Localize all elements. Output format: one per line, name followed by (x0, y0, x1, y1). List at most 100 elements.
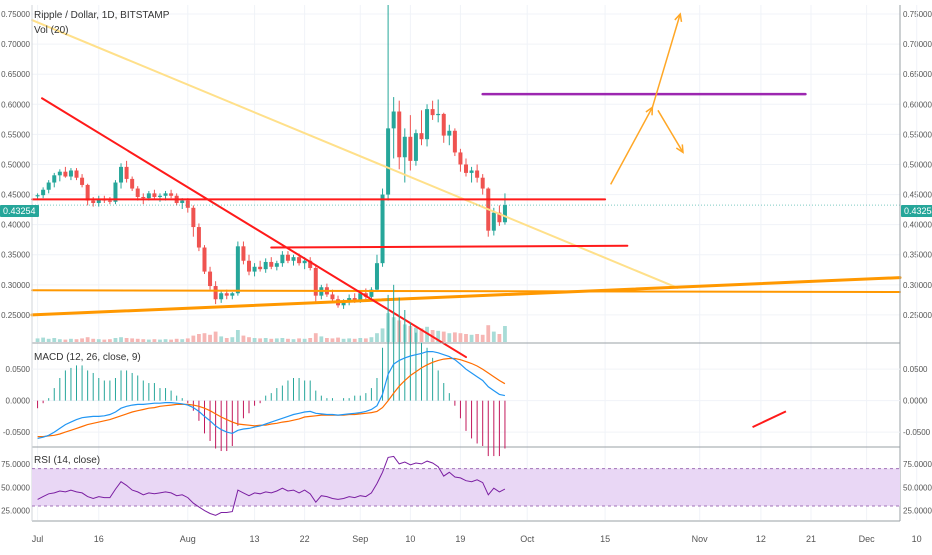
candle-body (258, 266, 263, 270)
volume-bar (241, 335, 246, 342)
price-tick-right: 0.60000 (903, 100, 932, 109)
volume-bar (452, 332, 457, 342)
price-tick-right: 0.65000 (903, 70, 932, 79)
rsi-tick-left: 75.0000 (1, 460, 30, 469)
candle-body (196, 227, 201, 248)
time-tick-label: 19 (455, 534, 465, 544)
volume-bar (180, 339, 185, 342)
candle-body (374, 263, 379, 290)
last-price-badge-left: 0.43254 (0, 205, 39, 217)
price-tick-right: 0.50000 (903, 160, 932, 169)
candle-body (230, 293, 235, 296)
volume-bar (252, 338, 257, 342)
candle-body (475, 170, 480, 178)
volume-bar (486, 325, 491, 342)
volume-bar (447, 333, 452, 342)
macd-tick-left: 0.0500 (6, 365, 31, 374)
volume-bar (197, 334, 201, 342)
volume-bar (436, 330, 441, 342)
time-tick-label: 13 (250, 534, 260, 544)
candle-body (358, 293, 363, 301)
price-tick-left: 0.45000 (1, 191, 30, 200)
volume-bar (330, 338, 335, 342)
candle-body (63, 171, 68, 177)
price-tick-left: 0.60000 (1, 100, 30, 109)
volume-bar (124, 338, 129, 342)
candle-body (141, 196, 146, 199)
volume-bar (135, 338, 140, 342)
candle-body (313, 267, 318, 296)
candle-body (96, 199, 101, 203)
candle-body (213, 286, 218, 300)
projection-arrow-line (610, 106, 654, 185)
volume-bar (291, 339, 296, 342)
volume-bar (152, 339, 157, 342)
candle-body (386, 128, 391, 195)
candle-body (57, 171, 62, 176)
volume-bar (169, 339, 174, 342)
rsi-label: RSI (14, close) (34, 455, 101, 466)
volume-bar (191, 335, 196, 342)
last-price-badge-right: 0.43254 (901, 205, 932, 217)
candle-body (441, 113, 446, 136)
volume-bar (91, 338, 96, 342)
time-tick-label: Sep (352, 534, 368, 544)
volume-bar (297, 338, 301, 342)
volume-bar (141, 339, 146, 342)
time-tick-label: Oct (520, 534, 535, 544)
price-tick-right: 0.25000 (903, 311, 932, 320)
volume-bar (363, 338, 368, 342)
candle-body (130, 178, 135, 189)
volume-bar (475, 334, 480, 342)
candle-body (352, 298, 357, 301)
yellow-downtrend-line (31, 19, 679, 289)
volume-bar (174, 338, 179, 342)
time-tick-label: 22 (300, 534, 310, 544)
candle-body (269, 261, 274, 267)
volume-bar (57, 339, 62, 342)
candle-body (235, 246, 240, 294)
candle-body (202, 247, 207, 272)
candle-body (52, 175, 57, 183)
time-tick-label: 15 (600, 534, 610, 544)
price-tick-left: 0.75000 (1, 10, 30, 19)
candle-body (157, 195, 162, 197)
candle-body (185, 200, 190, 208)
candle-body (107, 200, 112, 202)
candle-body (497, 212, 502, 223)
price-tick-left: 0.35000 (1, 251, 30, 260)
volume-bar (302, 338, 307, 342)
volume-bar (247, 337, 251, 342)
candle-body (458, 152, 463, 165)
volume-bar (80, 338, 84, 342)
candle-body (263, 261, 268, 270)
rsi-tick-left: 25.0000 (1, 507, 30, 516)
candle-body (452, 130, 457, 153)
rsi-tick-right: 50.0000 (903, 483, 932, 492)
volume-bar (213, 331, 218, 342)
volume-bar (208, 334, 212, 342)
volume-bar (491, 331, 496, 342)
price-tick-right: 0.35000 (903, 251, 932, 260)
volume-bar (286, 338, 290, 342)
candle-body (297, 257, 302, 264)
candle-body (341, 301, 346, 306)
macd-tick-right: -0.0500 (903, 428, 931, 437)
volume-bar (319, 336, 324, 342)
volume-bar (163, 339, 168, 342)
candle-body (152, 193, 157, 197)
volume-bar (52, 338, 57, 342)
time-tick-label: 10 (405, 534, 415, 544)
volume-bar (458, 333, 463, 342)
candle-body (119, 166, 124, 183)
macd-label: MACD (12, 26, close, 9) (34, 352, 141, 363)
orange-uptrend-line (30, 276, 902, 317)
candle-body (430, 109, 435, 116)
candle-body (380, 194, 385, 264)
volume-bar (219, 336, 224, 342)
candle-body (35, 195, 40, 197)
candle-body (208, 271, 213, 287)
candle-body (191, 207, 196, 228)
